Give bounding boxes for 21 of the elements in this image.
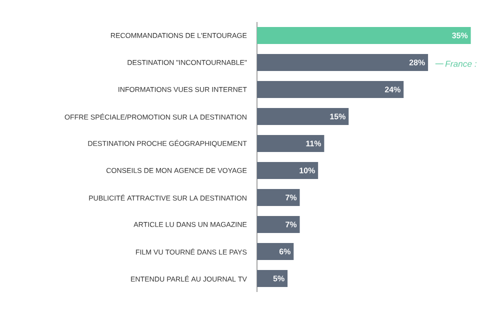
annotation: France : [445, 60, 476, 67]
data-label: 28% [409, 60, 425, 66]
data-label: 11% [306, 140, 322, 146]
bar [257, 134, 324, 152]
data-label: 7% [286, 222, 297, 228]
data-label: 24% [384, 86, 400, 92]
bar [257, 108, 349, 125]
bar [257, 54, 428, 71]
data-label: 7% [286, 194, 297, 200]
bar [257, 216, 300, 233]
bar [257, 80, 404, 98]
bar [257, 26, 471, 44]
data-label: 6% [279, 248, 290, 254]
data-label: 35% [452, 32, 468, 38]
data-label: 5% [273, 276, 284, 282]
bar [257, 242, 294, 260]
bar [257, 162, 318, 179]
data-label: 10% [300, 168, 315, 174]
data-label: 15% [330, 114, 346, 120]
bar [257, 188, 300, 206]
bar [257, 270, 288, 287]
